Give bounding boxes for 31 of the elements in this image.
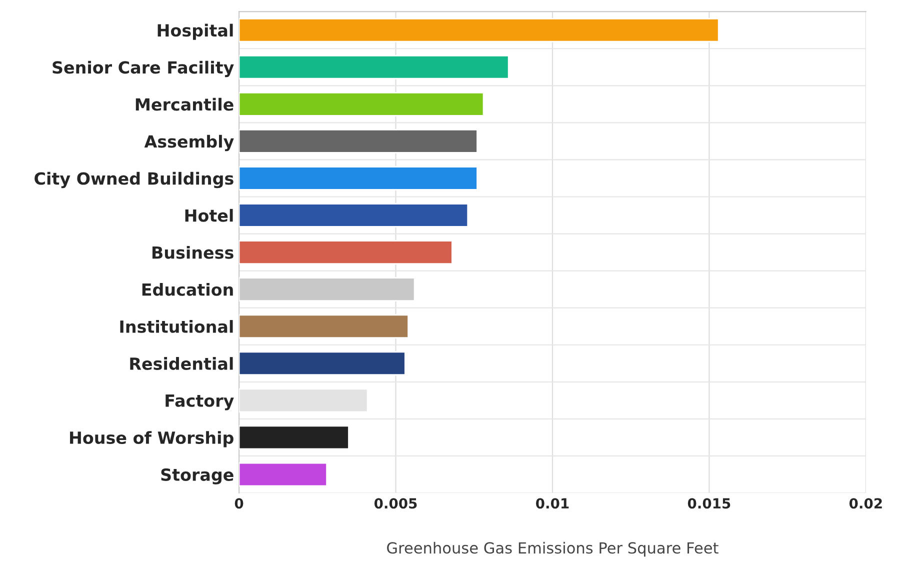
bar — [239, 462, 328, 487]
x-axis-title: Greenhouse Gas Emissions Per Square Feet — [387, 542, 718, 557]
y-tick-label: Assembly — [144, 134, 234, 152]
y-tick-label: Education — [142, 283, 233, 296]
y-tick-label: Mercantile — [136, 98, 234, 111]
bar — [239, 129, 478, 154]
x-tick-label: 0.01 — [536, 498, 569, 509]
bar — [239, 54, 510, 80]
y-tick-label: Hotel — [185, 208, 233, 222]
y-tick-label: Hospital — [158, 24, 233, 40]
y-tick-label: Business — [152, 246, 234, 259]
bar — [239, 314, 409, 339]
y-tick-label: Senior Care Facility — [52, 60, 234, 78]
bar — [239, 18, 720, 42]
bar — [239, 240, 453, 264]
x-tick-label: 0.02 — [849, 498, 882, 509]
bar — [239, 166, 478, 190]
y-tick-label: Storage — [161, 468, 234, 484]
x-tick-label: 0.015 — [688, 498, 730, 509]
y-tick-label: City Owned Buildings — [34, 172, 234, 188]
y-tick-label: Institutional — [120, 320, 233, 333]
bar — [239, 388, 368, 413]
bar — [239, 351, 406, 376]
y-tick-label: House of Worship — [70, 431, 234, 448]
bar — [239, 425, 350, 450]
bar — [239, 203, 469, 228]
x-tick-label: 0.005 — [374, 498, 417, 509]
y-tick-label: Residential — [130, 357, 233, 370]
y-tick-label: Factory — [166, 394, 234, 410]
x-tick-label: 0 — [234, 498, 244, 509]
bar — [239, 92, 484, 116]
